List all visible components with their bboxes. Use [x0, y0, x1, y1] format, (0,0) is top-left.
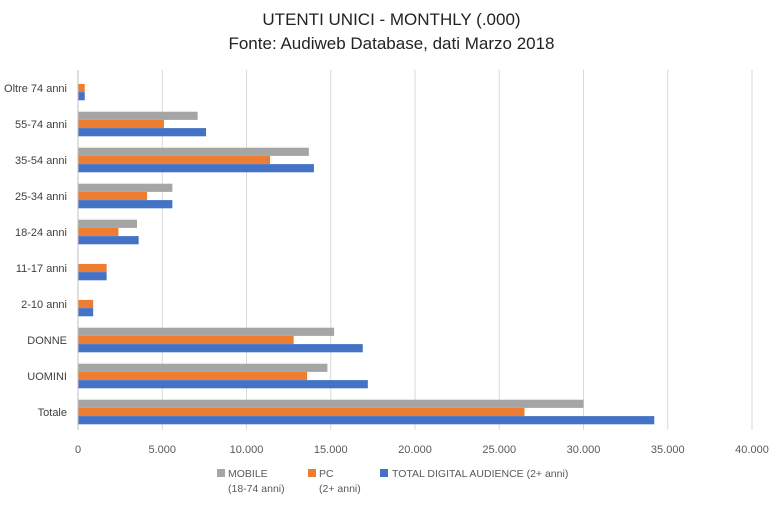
legend-sublabel: (2+ anni) [319, 483, 361, 495]
bar-pc [78, 263, 107, 273]
x-tick-label: 5.000 [148, 444, 176, 456]
legend-swatch [217, 469, 225, 477]
y-category-label: DONNE [27, 335, 67, 347]
bar-pc [78, 119, 164, 129]
legend-label: PC [319, 468, 334, 480]
x-tick-label: 10.000 [230, 444, 264, 456]
legend-label: MOBILE [228, 468, 268, 480]
bar-pc [78, 371, 308, 381]
bar-pc [78, 407, 525, 417]
x-tick-label: 20.000 [398, 444, 432, 456]
x-tick-label: 40.000 [735, 444, 769, 456]
bar-mobile [78, 183, 173, 192]
x-tick-label: 25.000 [482, 444, 516, 456]
y-category-label: 2-10 anni [21, 299, 67, 311]
bar-total [78, 380, 368, 389]
bar-total [78, 200, 173, 209]
x-tick-label: 35.000 [651, 444, 685, 456]
bar-mobile [78, 147, 309, 156]
bar-pc [78, 227, 119, 237]
bar-pc [78, 83, 85, 93]
y-category-label: 55-74 anni [15, 119, 67, 131]
y-category-label: UOMINI [27, 371, 67, 383]
bar-total [78, 272, 107, 281]
chart-subtitle: Fonte: Audiweb Database, dati Marzo 2018 [228, 34, 555, 53]
bar-total [78, 344, 363, 353]
bar-mobile [78, 363, 328, 372]
bar-mobile [78, 111, 198, 120]
x-tick-label: 0 [75, 444, 81, 456]
chart-title: UTENTI UNICI - MONTHLY (.000) [262, 10, 521, 29]
legend-label: TOTAL DIGITAL AUDIENCE (2+ anni) [392, 468, 568, 480]
bar-pc [78, 335, 294, 345]
y-category-label: 11-17 anni [16, 263, 67, 275]
y-category-label: 18-24 anni [15, 227, 67, 239]
x-tick-label: 30.000 [567, 444, 601, 456]
legend-swatch [308, 469, 316, 477]
y-category-label: 25-34 anni [15, 191, 67, 203]
x-tick-label: 15.000 [314, 444, 348, 456]
y-category-label: Oltre 74 anni [4, 83, 67, 95]
bar-mobile [78, 399, 584, 408]
bar-mobile [78, 327, 335, 336]
bar-total [78, 164, 314, 173]
bar-mobile [78, 219, 137, 228]
bar-total [78, 92, 85, 101]
bar-pc [78, 191, 148, 201]
bar-total [78, 416, 655, 425]
bar-total [78, 128, 207, 137]
y-category-label: 35-54 anni [15, 155, 67, 167]
y-category-label: Totale [38, 407, 67, 419]
legend-swatch [380, 469, 388, 477]
legend-sublabel: (18-74 anni) [228, 483, 285, 495]
bar-pc [78, 299, 94, 309]
bar-pc [78, 155, 271, 165]
bar-total [78, 236, 139, 245]
bar-total [78, 308, 94, 317]
